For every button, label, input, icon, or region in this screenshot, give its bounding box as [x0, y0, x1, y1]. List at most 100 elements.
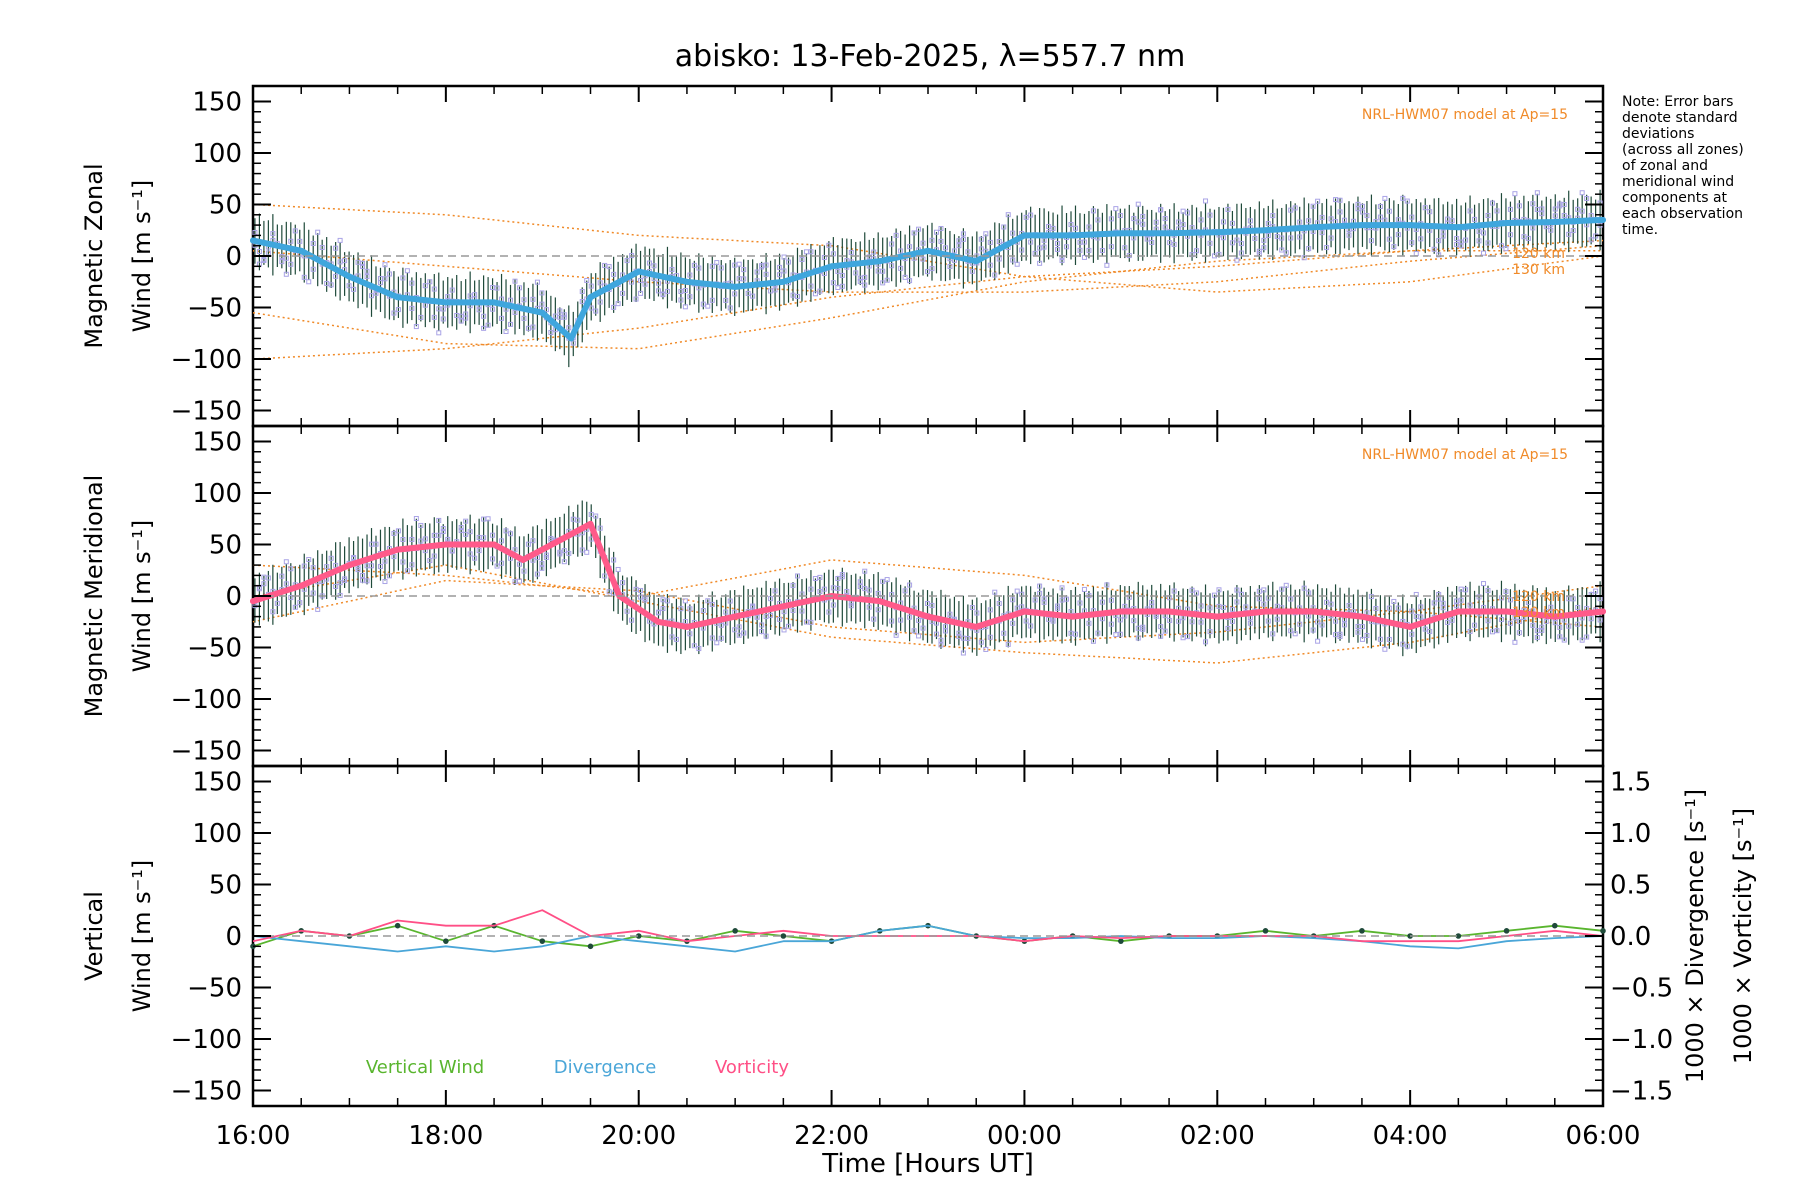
- zone-point: [1467, 208, 1473, 214]
- zone-point: [373, 541, 379, 547]
- zone-point: [808, 283, 814, 289]
- zone-point: [611, 557, 617, 563]
- zone-point: [1539, 624, 1545, 630]
- zone-point: [1050, 618, 1056, 624]
- zone-point: [1507, 232, 1513, 238]
- zone-point: [1220, 235, 1226, 241]
- zone-point: [978, 639, 984, 645]
- x-tick-label: 00:00: [987, 1121, 1062, 1151]
- y-tick-label: −150: [171, 1077, 242, 1107]
- zone-point: [1534, 635, 1540, 641]
- zone-point: [1364, 213, 1370, 219]
- zone-point: [1454, 603, 1460, 609]
- mean-point: [298, 247, 305, 254]
- zone-point: [1481, 581, 1487, 587]
- zone-point: [1211, 592, 1217, 598]
- mean-point: [1600, 608, 1606, 615]
- zone-point: [709, 601, 715, 607]
- zone-point: [1539, 211, 1545, 217]
- zone-point: [862, 274, 868, 280]
- zone-point: [1243, 604, 1249, 610]
- mean-point: [925, 613, 931, 620]
- zone-point: [1099, 248, 1105, 254]
- zone-point: [364, 274, 370, 280]
- zone-point: [629, 617, 635, 623]
- zone-point: [1552, 213, 1558, 219]
- zone-point: [790, 607, 796, 613]
- x-tick-label: 02:00: [1180, 1121, 1255, 1151]
- zone-point: [561, 559, 567, 565]
- zone-point: [1261, 601, 1267, 607]
- zone-point: [1485, 618, 1491, 624]
- zone-point: [373, 290, 379, 296]
- zone-point: [1010, 257, 1016, 263]
- mean-point: [1214, 613, 1221, 620]
- zone-point: [664, 288, 670, 294]
- model-curve: [252, 559, 1604, 628]
- vertical-wind-point: [780, 933, 787, 939]
- zone-point: [481, 535, 487, 541]
- zone-point: [754, 269, 760, 275]
- zone-point: [996, 239, 1002, 245]
- zone-point: [835, 585, 841, 591]
- zone-point: [597, 525, 603, 531]
- zone-point: [503, 329, 509, 335]
- zone-point: [862, 568, 868, 574]
- mean-point: [250, 598, 256, 605]
- zone-point: [579, 288, 585, 294]
- zone-point: [1108, 216, 1114, 222]
- zone-point: [772, 588, 778, 594]
- zone-point: [516, 561, 522, 567]
- zone-point: [1010, 620, 1016, 626]
- zone-point: [727, 305, 733, 311]
- mean-point: [587, 520, 594, 527]
- zone-point: [1395, 217, 1401, 223]
- x-tick-label: 22:00: [794, 1121, 869, 1151]
- zone-point: [1194, 248, 1200, 254]
- legend-divergence: Divergence: [554, 1057, 657, 1078]
- zone-point: [763, 262, 769, 268]
- zone-point: [1337, 197, 1343, 203]
- zone-point: [1364, 632, 1370, 638]
- zone-point: [1140, 221, 1146, 227]
- zone-point: [629, 279, 635, 285]
- zone-point: [884, 577, 890, 583]
- zone-point: [1247, 218, 1253, 224]
- zone-point: [907, 614, 913, 620]
- zone-point: [723, 609, 729, 615]
- mean-point: [587, 294, 594, 301]
- zone-point: [530, 296, 536, 302]
- vertical-wind-point: [443, 938, 449, 944]
- mean-point: [568, 335, 575, 342]
- zone-point: [1494, 628, 1500, 634]
- zone-point: [1368, 238, 1374, 244]
- y-tick-label: 0: [225, 922, 242, 952]
- zone-point: [781, 254, 787, 260]
- zone-point: [1575, 621, 1581, 627]
- y-tick-label: 50: [209, 870, 242, 900]
- zone-point: [1032, 597, 1038, 603]
- zone-point: [1288, 596, 1294, 602]
- mean-point: [828, 263, 835, 270]
- zone-point: [494, 285, 500, 291]
- zone-point: [960, 650, 966, 656]
- zone-point: [485, 516, 491, 522]
- zone-point: [588, 305, 594, 311]
- zone-point: [1342, 622, 1348, 628]
- mean-point: [1262, 608, 1269, 615]
- zone-point: [418, 314, 424, 320]
- zone-point: [481, 325, 487, 331]
- zone-point: [1512, 639, 1518, 645]
- zone-point: [862, 282, 868, 288]
- zone-point: [283, 271, 289, 277]
- zone-point: [799, 257, 805, 263]
- note-line: meridional wind: [1622, 174, 1734, 190]
- zone-point: [301, 563, 307, 569]
- zone-point: [377, 280, 383, 286]
- zone-point: [938, 642, 944, 648]
- legend-vertical-wind: Vertical Wind: [366, 1057, 484, 1078]
- zone-point: [974, 610, 980, 616]
- zone-point: [265, 575, 271, 581]
- zone-point: [369, 563, 375, 569]
- zone-point: [1584, 634, 1590, 640]
